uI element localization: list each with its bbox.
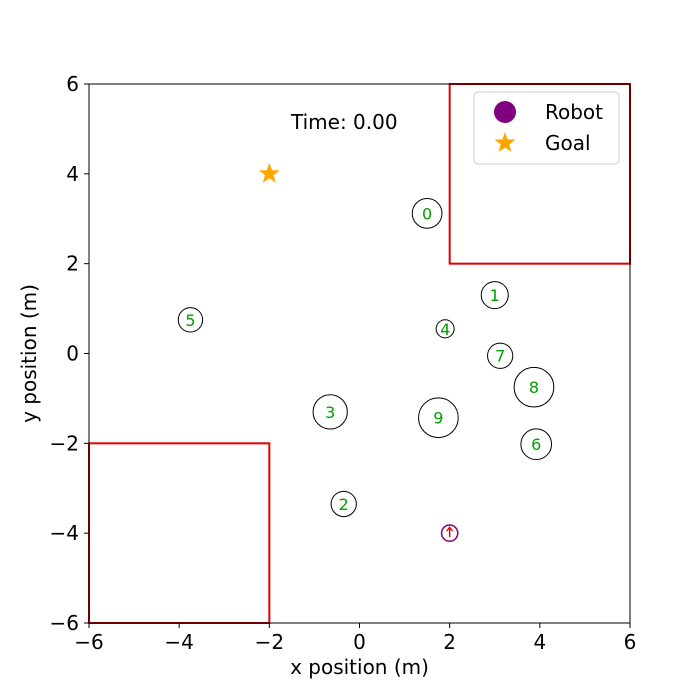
y-axis-label: y position (m)	[17, 284, 41, 423]
human-5-label: 5	[185, 311, 195, 330]
x-tick-label: 0	[353, 630, 366, 654]
human-3-label: 3	[325, 403, 335, 422]
goal-marker	[258, 162, 280, 183]
obstacle-1	[88, 442, 271, 625]
x-tick-label: −4	[164, 630, 193, 654]
x-tick-label: −6	[74, 630, 103, 654]
human-5-circle	[177, 307, 204, 333]
plot-frame	[88, 83, 631, 624]
human-0-label: 0	[422, 204, 432, 223]
human-9-circle	[418, 397, 459, 439]
x-tick-label: 2	[443, 630, 456, 654]
human-7-label: 7	[495, 347, 505, 366]
x-tick-label: 4	[533, 630, 546, 654]
robot-heading-arrow	[446, 526, 454, 532]
human-8-label: 8	[529, 378, 539, 397]
legend-robot-marker	[494, 101, 516, 123]
legend-goal-marker	[494, 132, 516, 152]
human-6-label: 6	[531, 435, 541, 454]
human-7-circle	[487, 342, 514, 369]
human-2-label: 2	[339, 495, 349, 514]
legend-label-goal: Goal	[545, 131, 591, 155]
y-tick-label: 6	[66, 72, 79, 96]
human-4-circle	[435, 319, 455, 339]
time-label: Time: 0.00	[290, 110, 398, 134]
y-tick-label: 4	[66, 162, 79, 186]
x-tick-label: −2	[255, 630, 284, 654]
humans-group: 0 1 2 3 4 5 6 7 8 9	[177, 197, 555, 518]
y-tick-label: −4	[50, 521, 79, 545]
axes-frame	[88, 83, 631, 624]
human-1-circle	[480, 281, 509, 310]
human-3-circle	[312, 394, 348, 430]
y-tick-label: −6	[50, 611, 79, 635]
legend-label-robot: Robot	[545, 100, 603, 124]
human-8-circle	[513, 366, 555, 408]
human-2-circle	[330, 490, 357, 518]
y-tick-label: −2	[50, 431, 79, 455]
human-1-label: 1	[490, 286, 500, 305]
human-4-label: 4	[440, 320, 450, 339]
obstacles-group	[88, 83, 631, 625]
human-9-label: 9	[433, 409, 443, 428]
ticks-group: −6 −4 −2 0 2 4 6 −6 −4 −2 0 2 4 6	[50, 72, 637, 654]
legend: Robot Goal	[473, 91, 620, 165]
x-tick-label: 6	[624, 630, 637, 654]
markers-group	[258, 162, 459, 543]
human-6-circle	[520, 428, 553, 461]
human-0-circle	[411, 197, 443, 229]
x-axis-label: x position (m)	[290, 655, 429, 679]
robot-marker	[440, 524, 459, 543]
y-tick-label: 2	[66, 252, 79, 276]
y-tick-label: 0	[66, 342, 79, 366]
